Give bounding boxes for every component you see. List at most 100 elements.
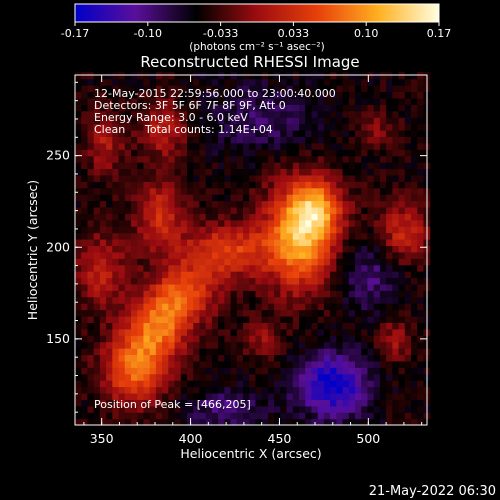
heatmap-cell (180, 315, 188, 323)
heatmap-cell (274, 213, 281, 221)
heatmap-cell (75, 226, 82, 234)
heatmap-cell (180, 123, 188, 131)
heatmap-cell (404, 142, 412, 150)
heatmap-cell (180, 72, 188, 80)
heatmap-cell (249, 213, 257, 221)
heatmap-cell (187, 360, 194, 368)
heatmap-cell (180, 303, 188, 311)
heatmap-cell (261, 412, 269, 420)
heatmap-cell (398, 303, 406, 311)
heatmap-cell (336, 290, 344, 298)
heatmap-cell (218, 104, 225, 112)
heatmap-cell (168, 354, 176, 362)
heatmap-cell (267, 136, 275, 144)
heatmap-cell (99, 251, 107, 259)
heatmap-cell (280, 219, 288, 227)
heatmap-cell (243, 373, 250, 381)
heatmap-cell (243, 290, 250, 298)
heatmap-cell (373, 85, 381, 93)
heatmap-cell (75, 360, 82, 368)
heatmap-cell (106, 91, 113, 99)
heatmap-cell (379, 104, 387, 112)
heatmap-cell (236, 309, 244, 317)
heatmap-cell (205, 245, 213, 253)
heatmap-cell (81, 303, 89, 311)
heatmap-cell (112, 104, 120, 112)
heatmap-cell (330, 341, 337, 349)
heatmap-cell (392, 399, 400, 407)
heatmap-cell (361, 328, 369, 336)
heatmap-cell (286, 348, 294, 356)
heatmap-cell (355, 412, 362, 420)
heatmap-cell (361, 386, 369, 394)
heatmap-cell (81, 405, 89, 413)
heatmap-cell (249, 226, 257, 234)
heatmap-cell (205, 232, 213, 240)
heatmap-cell (361, 200, 369, 208)
heatmap-cell (398, 187, 406, 195)
heatmap-cell (286, 123, 294, 131)
heatmap-cell (342, 258, 350, 266)
heatmap-cell (218, 322, 225, 330)
heatmap-cell (274, 219, 281, 227)
heatmap-cell (218, 412, 225, 420)
heatmap-cell (230, 187, 238, 195)
heatmap-cell (224, 386, 232, 394)
heatmap-cell (267, 322, 275, 330)
heatmap-cell (143, 360, 151, 368)
heatmap-cell (149, 322, 157, 330)
heatmap-cell (323, 283, 331, 291)
heatmap-cell (168, 181, 176, 189)
heatmap-cell (299, 213, 306, 221)
heatmap-cell (292, 367, 300, 375)
heatmap-cell (236, 168, 244, 176)
heatmap-cell (118, 367, 126, 375)
heatmap-cell (323, 136, 331, 144)
heatmap-cell (199, 322, 207, 330)
heatmap-cell (355, 418, 362, 426)
heatmap-cell (267, 373, 275, 381)
heatmap-cell (411, 264, 418, 272)
heatmap-cell (323, 380, 331, 388)
heatmap-cell (106, 392, 113, 400)
heatmap-cell (261, 219, 269, 227)
heatmap-cell (348, 123, 356, 131)
heatmap-cell (87, 245, 95, 253)
heatmap-cell (280, 162, 288, 170)
heatmap-cell (417, 373, 425, 381)
heatmap-cell (236, 91, 244, 99)
heatmap-cell (193, 386, 201, 394)
heatmap-cell (361, 129, 369, 137)
heatmap-cell (274, 206, 281, 214)
heatmap-cell (330, 206, 337, 214)
heatmap-cell (174, 136, 182, 144)
heatmap-cell (87, 85, 95, 93)
heatmap-cell (155, 348, 163, 356)
heatmap-cell (211, 360, 219, 368)
heatmap-cell (199, 245, 207, 253)
heatmap-cell (323, 245, 331, 253)
heatmap-cell (162, 226, 169, 234)
heatmap-cell (379, 296, 387, 304)
heatmap-cell (149, 200, 157, 208)
heatmap-cell (311, 219, 319, 227)
heatmap-cell (99, 328, 107, 336)
heatmap-cell (155, 309, 163, 317)
heatmap-cell (373, 174, 381, 182)
heatmap-cell (249, 367, 257, 375)
heatmap-cell (379, 283, 387, 291)
heatmap-cell (299, 373, 306, 381)
heatmap-cell (81, 290, 89, 298)
heatmap-cell (106, 315, 113, 323)
heatmap-cell (162, 322, 169, 330)
heatmap-cell (205, 341, 213, 349)
heatmap-cell (174, 123, 182, 131)
heatmap-cell (93, 149, 101, 157)
heatmap-cell (187, 232, 194, 240)
heatmap-cell (131, 168, 138, 176)
heatmap-cell (243, 194, 250, 202)
heatmap-cell (361, 348, 369, 356)
heatmap-cell (317, 91, 325, 99)
heatmap-cell (162, 328, 169, 336)
heatmap-cell (199, 277, 207, 285)
